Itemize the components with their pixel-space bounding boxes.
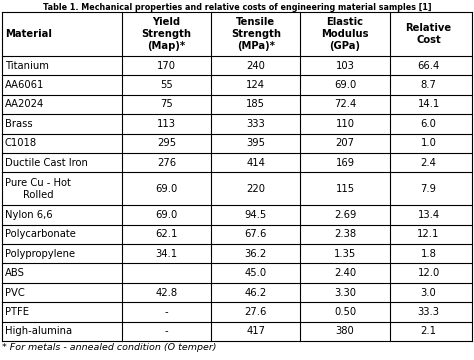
Text: 276: 276 [157,158,176,168]
Text: 169: 169 [336,158,355,168]
Bar [2,283,472,302]
Text: -: - [164,326,168,336]
Text: Ductile Cast Iron: Ductile Cast Iron [5,158,88,168]
Text: 69.0: 69.0 [155,210,178,220]
Text: 124: 124 [246,80,265,90]
Text: 170: 170 [157,61,176,71]
Bar [2,75,472,95]
Bar [2,114,472,134]
Text: 2.1: 2.1 [420,326,437,336]
Text: 12.0: 12.0 [418,268,440,278]
Text: 66.4: 66.4 [418,61,440,71]
Text: 75: 75 [160,99,173,109]
Bar [2,12,472,56]
Text: Nylon 6,6: Nylon 6,6 [5,210,53,220]
Text: Table 1. Mechanical properties and relative costs of engineering material sample: Table 1. Mechanical properties and relat… [43,3,431,12]
Bar [2,153,472,172]
Text: 69.0: 69.0 [334,80,356,90]
Text: 8.7: 8.7 [420,80,437,90]
Text: * For metals - annealed condition (O temper): * For metals - annealed condition (O tem… [2,343,217,352]
Text: Relative
Cost: Relative Cost [405,23,452,45]
Text: 2.38: 2.38 [334,229,356,239]
Text: Material: Material [5,29,52,39]
Text: Pure Cu - Hot
Rolled: Pure Cu - Hot Rolled [5,178,71,199]
Text: 36.2: 36.2 [245,249,267,259]
Text: AA2024: AA2024 [5,99,44,109]
Text: 69.0: 69.0 [155,184,178,194]
Text: 185: 185 [246,99,265,109]
Text: 67.6: 67.6 [245,229,267,239]
Text: 2.69: 2.69 [334,210,356,220]
Bar [2,321,472,341]
Text: Tensile
Strength
(MPa)*: Tensile Strength (MPa)* [231,17,281,51]
Text: 395: 395 [246,138,265,148]
Text: 27.6: 27.6 [245,307,267,317]
Bar [2,134,472,153]
Text: 62.1: 62.1 [155,229,178,239]
Text: 3.0: 3.0 [420,288,437,297]
Bar [2,264,472,283]
Text: 333: 333 [246,119,265,129]
Bar [2,56,472,75]
Text: High-alumina: High-alumina [5,326,72,336]
Text: 295: 295 [157,138,176,148]
Text: 33.3: 33.3 [418,307,439,317]
Text: 207: 207 [336,138,355,148]
Text: 7.9: 7.9 [420,184,437,194]
Text: 414: 414 [246,158,265,168]
Text: 103: 103 [336,61,355,71]
Text: 240: 240 [246,61,265,71]
Text: 417: 417 [246,326,265,336]
Text: Elastic
Modulus
(GPa): Elastic Modulus (GPa) [321,17,369,51]
Text: 2.40: 2.40 [334,268,356,278]
Text: C1018: C1018 [5,138,37,148]
Bar [2,225,472,244]
Bar [2,95,472,114]
Text: Yield
Strength
(Map)*: Yield Strength (Map)* [142,17,191,51]
Text: 0.50: 0.50 [334,307,356,317]
Text: 55: 55 [160,80,173,90]
Text: Polycarbonate: Polycarbonate [5,229,76,239]
Bar [2,172,472,205]
Text: 13.4: 13.4 [418,210,439,220]
Text: 110: 110 [336,119,355,129]
Text: Titanium: Titanium [5,61,49,71]
Text: 3.30: 3.30 [334,288,356,297]
Text: 34.1: 34.1 [155,249,178,259]
Text: ABS: ABS [5,268,25,278]
Bar [2,205,472,225]
Text: Polypropylene: Polypropylene [5,249,75,259]
Text: AA6061: AA6061 [5,80,45,90]
Text: 45.0: 45.0 [245,268,267,278]
Text: 14.1: 14.1 [418,99,440,109]
Text: 46.2: 46.2 [245,288,267,297]
Text: 42.8: 42.8 [155,288,178,297]
Text: 94.5: 94.5 [245,210,267,220]
Text: 115: 115 [336,184,355,194]
Text: PVC: PVC [5,288,25,297]
Text: 220: 220 [246,184,265,194]
Text: Brass: Brass [5,119,33,129]
Text: 380: 380 [336,326,355,336]
Text: 6.0: 6.0 [420,119,437,129]
Bar [2,302,472,321]
Text: 12.1: 12.1 [417,229,440,239]
Text: 1.35: 1.35 [334,249,356,259]
Text: 1.0: 1.0 [420,138,437,148]
Text: 113: 113 [157,119,176,129]
Text: 2.4: 2.4 [420,158,437,168]
Text: PTFE: PTFE [5,307,29,317]
Text: -: - [164,307,168,317]
Bar [2,244,472,264]
Text: 72.4: 72.4 [334,99,356,109]
Text: 1.8: 1.8 [420,249,437,259]
